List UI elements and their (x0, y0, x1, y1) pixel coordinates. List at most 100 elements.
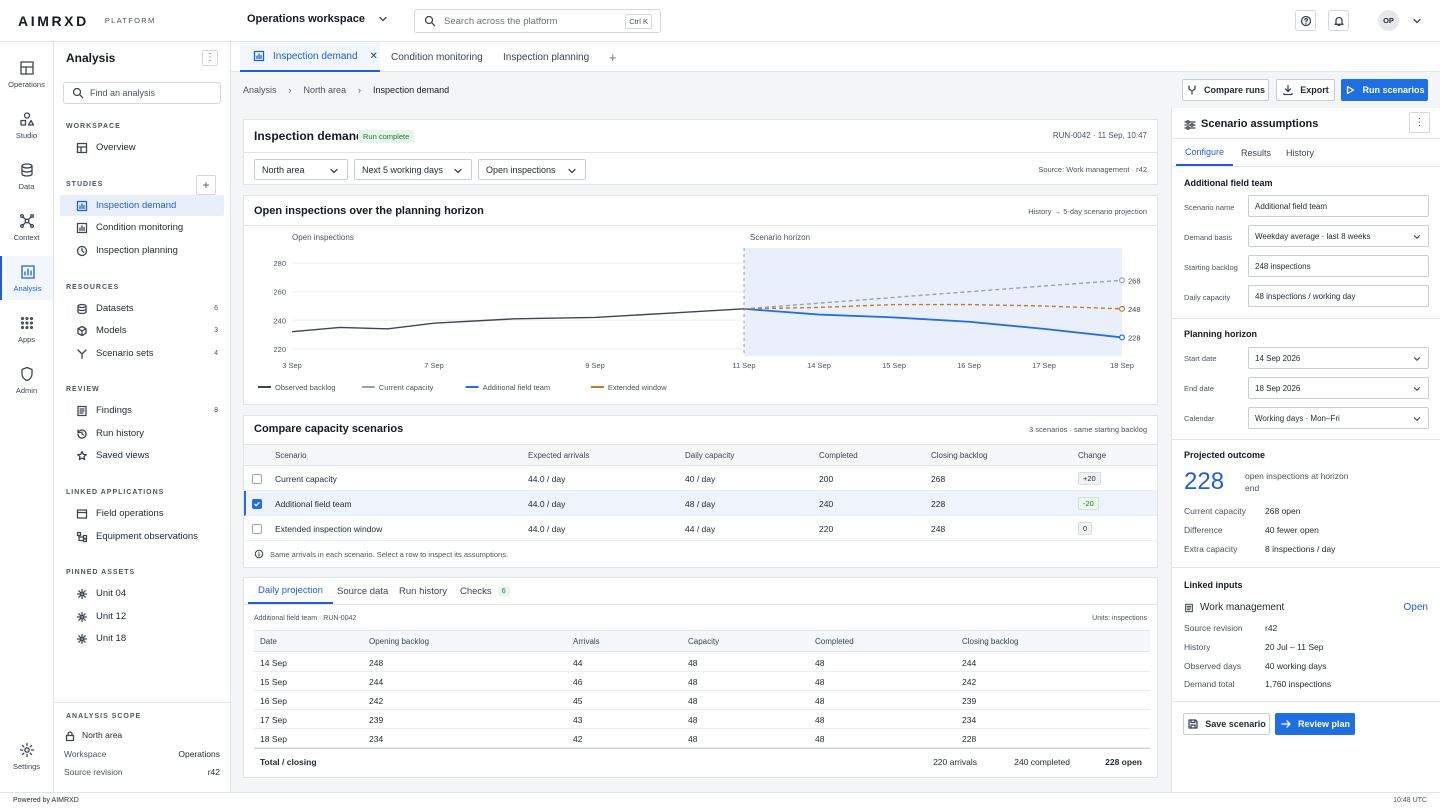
panel-menu-button[interactable]: ⋮ (1409, 112, 1430, 133)
sidebar-item-inspection-planning[interactable]: Inspection planning (60, 240, 224, 261)
table-cell: 40 / day (685, 474, 716, 484)
scenario-name-input[interactable]: Additional field team (1248, 195, 1429, 217)
subtab-daily-projection[interactable]: Daily projection (248, 578, 333, 604)
chevron-down-icon[interactable] (1411, 15, 1423, 27)
table-row[interactable]: 15 Sep 244 46 48 48 242 (254, 672, 1150, 691)
export-button[interactable]: Export (1276, 79, 1335, 101)
start-date-select[interactable]: 14 Sep 2026 (1248, 347, 1429, 369)
table-row[interactable]: 18 Sep 234 42 48 48 228 (254, 729, 1150, 748)
sidebar-item-unit-04[interactable]: Unit 04 (60, 583, 224, 604)
column-header[interactable]: Date (260, 637, 277, 646)
column-header[interactable]: Daily capacity (685, 451, 735, 460)
sidebar-item-findings[interactable]: Findings 8 (60, 400, 224, 421)
panel-tab-results[interactable]: Results (1241, 139, 1271, 166)
table-cell: 200 (819, 474, 834, 484)
global-search-input[interactable]: Search across the platform Ctrl K (414, 9, 661, 33)
sidebar-item-field-operations[interactable]: Field operations (60, 503, 224, 524)
subtab-source-data[interactable]: Source data (337, 578, 388, 604)
sidebar-item-unit-18[interactable]: Unit 18 (60, 628, 224, 649)
end-date-select[interactable]: 18 Sep 2026 (1248, 377, 1429, 399)
table-row[interactable]: 16 Sep 242 45 48 48 239 (254, 691, 1150, 710)
breadcrumb-item[interactable]: North area (303, 85, 347, 95)
help-button[interactable] (1295, 10, 1316, 31)
rail-studio[interactable]: Studio (0, 103, 53, 147)
avatar[interactable]: OP (1378, 10, 1399, 31)
rail-data[interactable]: Data (0, 154, 53, 198)
rail-operations[interactable]: Operations (0, 52, 53, 96)
sidebar-item-inspection-demand[interactable]: Inspection demand (60, 195, 224, 216)
column-header[interactable]: Capacity (688, 637, 720, 646)
workspace-switcher[interactable]: Operations workspace (247, 13, 389, 25)
sidebar-item-datasets[interactable]: Datasets 6 (60, 298, 224, 319)
daily-capacity-input[interactable]: 48 inspections / working day (1248, 285, 1429, 307)
sidebar-item-run-history[interactable]: Run history (60, 423, 224, 444)
sidebar-search-input[interactable]: Find an analysis (63, 82, 221, 104)
column-header[interactable]: Scenario (275, 451, 307, 460)
breadcrumb-item[interactable]: Analysis (243, 85, 277, 95)
download-icon (1283, 84, 1293, 96)
kv-key: Source revision (1184, 623, 1243, 633)
sidebar-item-saved-views[interactable]: Saved views (60, 445, 224, 466)
analysis-sidebar: Analysis ⋮ Find an analysis WORKSPACE Ov… (54, 42, 231, 792)
asset-icon (76, 588, 88, 599)
starting-backlog-input[interactable]: 248 inspections (1248, 255, 1429, 277)
column-header[interactable]: Completed (815, 637, 854, 646)
rail-apps[interactable]: Apps (0, 307, 53, 351)
scenario-row-additional[interactable]: Additional field team 44.0 / day 48 / da… (244, 491, 1157, 516)
input-value: 14 Sep 2026 (1255, 353, 1301, 363)
column-header[interactable]: Arrivals (573, 637, 600, 646)
column-header[interactable]: Opening backlog (369, 637, 430, 646)
demand-basis-select[interactable]: Weekday average · last 8 weeks (1248, 225, 1429, 247)
compare-runs-button[interactable]: Compare runs (1182, 79, 1269, 101)
open-link[interactable]: Open (1403, 602, 1428, 613)
sidebar-item-overview[interactable]: Overview (60, 137, 224, 158)
scope-area[interactable]: North area (64, 730, 220, 742)
column-header[interactable]: Completed (819, 451, 858, 460)
sidebar-item-unit-12[interactable]: Unit 12 (60, 606, 224, 627)
tab-condition-monitoring[interactable]: Condition monitoring (391, 42, 483, 72)
add-study-button[interactable]: + (196, 175, 216, 195)
horizon-select[interactable]: Next 5 working days (354, 159, 472, 180)
row-checkbox[interactable] (252, 524, 262, 534)
subtab-checks[interactable]: Checks 6 (460, 578, 510, 604)
save-scenario-button[interactable]: Save scenario (1183, 713, 1270, 735)
rail-admin[interactable]: Admin (0, 358, 53, 402)
panel-tab-history[interactable]: History (1286, 139, 1314, 166)
add-tab-button[interactable]: + (609, 49, 617, 65)
sidebar-item-models[interactable]: Models 3 (60, 320, 224, 341)
review-plan-button[interactable]: Review plan (1275, 713, 1355, 735)
chevron-down-icon (379, 16, 387, 22)
linked-source: Work management (1184, 602, 1284, 613)
panel-tab-configure[interactable]: Configure (1176, 139, 1234, 166)
table-row[interactable]: 14 Sep 248 44 48 48 244 (254, 653, 1150, 672)
table-cell: 42 (573, 734, 583, 744)
row-checkbox[interactable] (252, 499, 262, 509)
notifications-button[interactable] (1328, 10, 1349, 31)
calendar-select[interactable]: Working days · Mon–Fri (1248, 407, 1429, 429)
rail-analysis[interactable]: Analysis (0, 256, 53, 300)
area-select[interactable]: North area (254, 159, 348, 180)
x-tick-label: 11 Sep (732, 361, 755, 370)
scenario-row-extended[interactable]: Extended inspection window 44.0 / day 44… (244, 516, 1157, 541)
tab-inspection-planning[interactable]: Inspection planning (503, 42, 589, 72)
run-scenarios-button[interactable]: Run scenarios (1341, 79, 1428, 101)
sidebar-item-condition-monitoring[interactable]: Condition monitoring (60, 217, 224, 238)
rail-context[interactable]: Context (0, 205, 53, 249)
column-header[interactable]: Closing backlog (931, 451, 988, 460)
row-checkbox[interactable] (252, 474, 262, 484)
metric-select[interactable]: Open inspections (478, 159, 586, 180)
sidebar-item-scenario-sets[interactable]: Scenario sets 4 (60, 343, 224, 364)
table-row[interactable]: 17 Sep 239 43 48 48 234 (254, 710, 1150, 729)
sidebar-menu-button[interactable]: ⋮ (202, 50, 218, 66)
tab-inspection-demand[interactable]: Inspection demand ✕ (240, 42, 380, 72)
app-logo[interactable]: AIMRXD (18, 12, 89, 29)
scenario-row-current[interactable]: Current capacity 44.0 / day 40 / day 200… (244, 466, 1157, 491)
column-header[interactable]: Change (1078, 451, 1107, 460)
column-header[interactable]: Closing backlog (962, 637, 1019, 646)
close-icon[interactable]: ✕ (369, 50, 378, 62)
subtab-run-history[interactable]: Run history (399, 578, 447, 604)
column-header[interactable]: Expected arrivals (528, 451, 590, 460)
sidebar-item-equipment-observations[interactable]: Equipment observations (60, 526, 224, 547)
kv-value: r42 (1265, 623, 1278, 633)
rail-settings[interactable]: Settings (0, 734, 53, 778)
